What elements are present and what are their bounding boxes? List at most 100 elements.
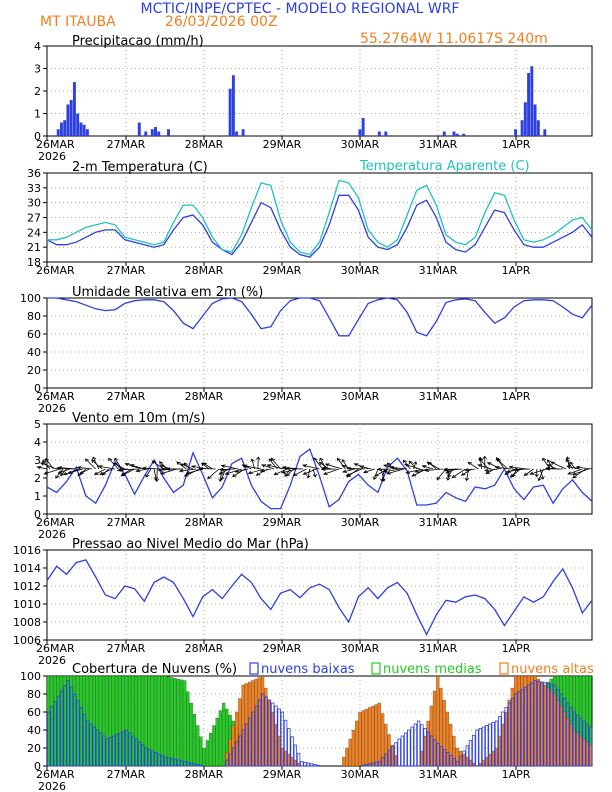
wind-arrow-head (405, 470, 411, 474)
wind-arrow (79, 468, 90, 475)
wind-arrow-head (55, 475, 60, 479)
y-tick-label: 2 (34, 85, 41, 98)
wind-arrow (510, 468, 521, 478)
wind-arrow (153, 468, 157, 480)
cloud-bar-nuvens-baixas (287, 728, 291, 767)
legend-label: Temperatura Aparente (C) (359, 159, 530, 174)
wind-arrow (184, 462, 191, 470)
wind-arrow (58, 468, 70, 474)
y-tick-label: 21 (27, 241, 41, 254)
wind-arrow-head (566, 465, 572, 469)
x-tick-label: 31MAR (419, 264, 458, 277)
wind-arrow (572, 468, 589, 475)
wind-arrow-head (374, 473, 379, 477)
wind-arrow (98, 465, 116, 470)
cloud-bar-nuvens-medias (222, 702, 226, 767)
cloud-bar-nuvens-baixas (436, 743, 440, 767)
series-line-pressao (46, 559, 593, 637)
y-tick-label: 2 (34, 472, 41, 485)
panel-pressure: 1006 1008 1010 1012 1014 1016 26MAR 27MAR 28MAR 2… (13, 537, 593, 667)
wind-arrow-head (255, 456, 261, 460)
wind-arrow (77, 467, 93, 470)
cloud-bar-nuvens-baixas (575, 714, 580, 767)
legend-label: nuvens altas (511, 662, 594, 677)
cloud-bar-nuvens-baixas (53, 701, 57, 767)
y-tick-label: 1014 (13, 562, 41, 575)
wind-arrow (413, 461, 417, 470)
wind-arrow-head (504, 471, 510, 476)
x-tick-label: 31MAR (419, 390, 458, 403)
cloud-bar-nuvens-baixas (569, 707, 573, 767)
wind-arrow (63, 468, 80, 475)
cloud-bar-nuvens-baixas (270, 702, 275, 767)
year-label: 2026 (38, 780, 66, 792)
panel-title: 2-m Temperatura (C) (72, 160, 208, 175)
wind-arrow (142, 467, 161, 470)
precip-bar (56, 129, 60, 136)
cloud-bar-nuvens-baixas (449, 755, 453, 767)
cloud-bar-nuvens-baixas (420, 724, 424, 767)
wind-arrow-head (537, 477, 542, 482)
cloud-bar-nuvens-medias (189, 702, 193, 767)
wind-arrow (447, 468, 450, 481)
wind-arrow (293, 468, 307, 476)
cloud-bar-nuvens-baixas (176, 759, 181, 767)
wind-arrow-head (319, 457, 324, 461)
wind-arrow-head (313, 457, 318, 461)
wind-arrow (260, 468, 271, 472)
cloud-bar-nuvens-baixas (111, 735, 116, 767)
cloud-bar-nuvens-baixas (439, 746, 444, 767)
wind-arrow (387, 468, 404, 475)
cloud-bar-nuvens-baixas (520, 689, 525, 767)
panel-rh: 0 20 40 60 80 100 26MAR 27MAR 28MAR 29MAR 30MAR 31M… (20, 285, 593, 415)
cloud-bar-nuvens-baixas (193, 763, 197, 767)
wind-arrow-head (92, 456, 97, 460)
panel-frame (46, 297, 593, 389)
precip-bar (167, 129, 170, 136)
cloud-bar-nuvens-medias (196, 725, 200, 767)
cloud-bar-nuvens-baixas (244, 723, 249, 767)
precip-bar (157, 131, 161, 136)
wind-arrow (302, 464, 320, 470)
cloud-bar-nuvens-medias (166, 676, 171, 767)
wind-arrow (113, 462, 126, 470)
wind-arrow-head (545, 467, 550, 471)
wind-arrow-head (165, 467, 171, 471)
x-tick-label: 30MAR (341, 138, 380, 151)
x-tick-label: 1APR (502, 768, 531, 781)
wind-arrow-head (78, 471, 84, 475)
wind-arrow-head (218, 467, 224, 472)
wind-arrow-head (261, 464, 267, 468)
precip-bar (85, 129, 89, 136)
x-tick-label: 27MAR (107, 264, 146, 277)
wind-arrow-head (160, 467, 166, 471)
wind-arrow-head (486, 462, 492, 466)
wind-arrow-head (509, 474, 515, 478)
cloud-bar-nuvens-baixas (196, 764, 200, 767)
cloud-bar-nuvens-baixas (267, 699, 272, 767)
cloud-bar-nuvens-baixas (481, 726, 486, 767)
cloud-bar-nuvens-baixas (257, 699, 262, 767)
wind-arrow (363, 468, 375, 473)
wind-arrow-head (84, 458, 90, 462)
cloud-bar-nuvens-baixas (540, 681, 544, 767)
wind-arrow-head (183, 462, 189, 466)
year-label: 2026 (38, 654, 66, 667)
wind-arrow (44, 468, 61, 475)
wind-arrow-head (479, 457, 484, 462)
precip-bar (514, 129, 518, 136)
series-line-temperatura-aparente-c- (47, 179, 593, 256)
wind-arrow-head (301, 464, 308, 468)
y-tick-label: 4 (34, 40, 41, 53)
wind-arrow-head (565, 458, 570, 463)
wind-arrow-head (270, 457, 275, 462)
wind-arrow-head (97, 465, 103, 469)
x-tick-label: 30MAR (341, 264, 380, 277)
y-tick-label: 80 (27, 688, 41, 701)
x-tick-label: 27MAR (107, 642, 146, 655)
wind-arrow-head (259, 468, 265, 473)
cloud-bar-nuvens-baixas (79, 707, 83, 767)
cloud-bar-nuvens-baixas (82, 713, 87, 767)
wind-arrow (186, 468, 203, 474)
cloud-bar-nuvens-baixas (173, 758, 178, 767)
